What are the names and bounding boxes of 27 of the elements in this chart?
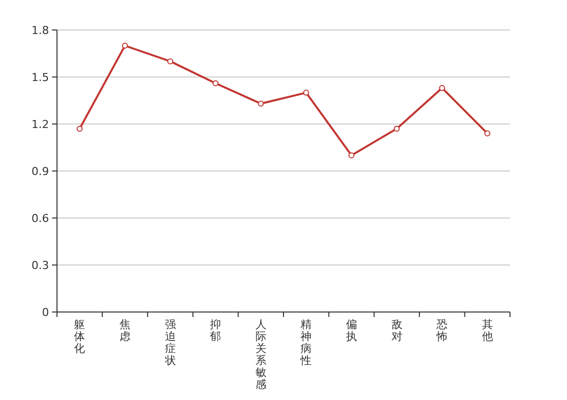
x-tick-label: 人际关系敏感 <box>255 318 266 391</box>
point <box>439 84 446 91</box>
y-tick-label: 1.5 <box>32 71 49 84</box>
x-tick-label: 其他 <box>482 318 493 343</box>
point <box>76 126 83 132</box>
point <box>258 100 264 107</box>
point <box>484 130 490 136</box>
x-tick-label: 焦虑 <box>119 318 130 343</box>
x-tick-label: 强迫症状 <box>164 318 176 367</box>
x-tick-label: 恐怖 <box>436 318 448 343</box>
point <box>394 126 400 132</box>
x-tick-label: 偏执 <box>346 318 357 343</box>
x-tick-label: 精神病性 <box>300 318 312 367</box>
point <box>348 152 354 158</box>
x-tick-label: 敌对 <box>391 318 402 343</box>
x-tick-label: 躯体化 <box>74 318 86 355</box>
x-tick-label: 抑郁 <box>210 318 222 343</box>
y-tick-label: 0.6 <box>32 212 49 225</box>
y-tick-label: 1.2 <box>32 118 49 131</box>
y-tick-label: 0.9 <box>32 165 49 178</box>
point <box>303 90 310 96</box>
point <box>122 42 128 49</box>
y-tick-label: 0.3 <box>32 259 49 272</box>
point <box>167 58 174 64</box>
y-tick-label: 0 <box>42 306 49 319</box>
y-tick-label: 1.8 <box>32 24 49 37</box>
point <box>212 80 219 86</box>
